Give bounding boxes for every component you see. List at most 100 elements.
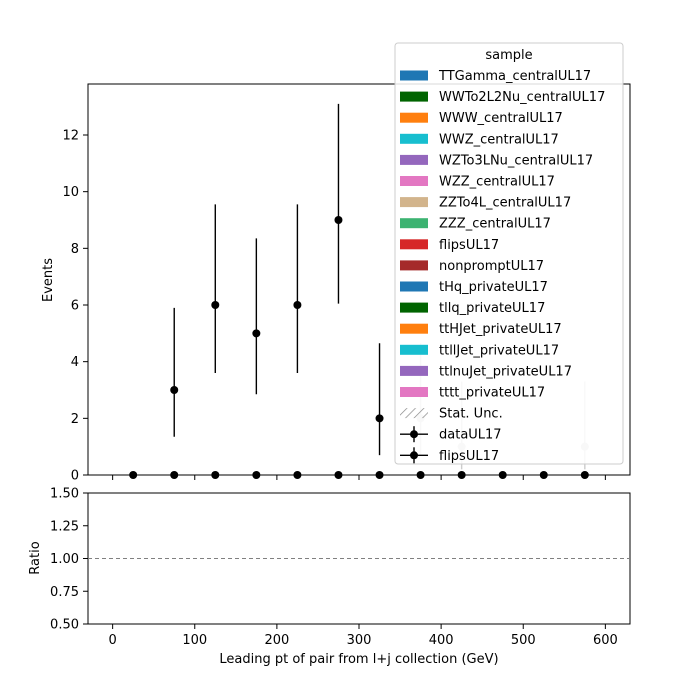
- legend-label: tllq_privateUL17: [439, 301, 545, 316]
- flips-point: [293, 471, 302, 479]
- legend-entry: WWTo2L2Nu_centralUL17: [400, 90, 605, 105]
- flips-point: [252, 471, 261, 479]
- main-y-tick-label: 4: [71, 355, 79, 370]
- legend-entry: ttlnuJet_privateUL17: [400, 364, 572, 379]
- flips-point: [129, 471, 138, 479]
- flips-point: [416, 471, 425, 479]
- main-y-tick-label: 12: [62, 129, 79, 144]
- legend-label: nonpromptUL17: [439, 259, 544, 274]
- legend-swatch: [400, 176, 428, 186]
- ratio-x-ticks: 0 100 200 300 400 500 600: [108, 624, 618, 648]
- legend-swatch: [400, 281, 428, 292]
- ratio-x-tick-label: 400: [429, 633, 454, 648]
- ratio-x-tick-label: 500: [511, 633, 536, 648]
- data-point: [375, 414, 384, 423]
- ratio-y-ticks: 0.50 0.75 1.00 1.25 1.50: [50, 487, 88, 633]
- ratio-y-tick-label: 1.00: [50, 552, 79, 567]
- legend-label: ZZTo4L_centralUL17: [439, 196, 571, 211]
- legend-entry: ttllJet_privateUL17: [400, 343, 559, 358]
- flips-point: [375, 471, 384, 479]
- ratio-y-tick-label: 1.25: [50, 519, 79, 534]
- legend-swatch: [400, 218, 428, 229]
- ratio-panel: 0 100 200 300 400 500 600 0.50 0.75 1.00 1.25 1.50…: [28, 487, 631, 667]
- legend-entry: WWW_centralUL17: [400, 111, 563, 126]
- x-axis-label: Leading pt of pair from l+j collection (…: [219, 652, 498, 667]
- flips-point: [170, 471, 179, 479]
- flips-point: [211, 471, 220, 479]
- ratio-y-tick-label: 0.50: [50, 618, 79, 633]
- legend-marker: [410, 430, 418, 439]
- main-y-tick-label: 10: [62, 185, 79, 200]
- legend-label: tttt_privateUL17: [439, 386, 545, 401]
- flips-point: [334, 471, 343, 479]
- legend-entry: nonpromptUL17: [400, 259, 544, 274]
- legend-label: TTGamma_centralUL17: [438, 69, 591, 84]
- legend-label: dataUL17: [439, 428, 502, 443]
- main-y-tick-label: 6: [71, 299, 79, 314]
- legend-swatch: [400, 323, 428, 334]
- data-point: [293, 301, 302, 309]
- flips-point: [457, 471, 466, 479]
- legend-swatch: [400, 260, 428, 271]
- legend-entry: ZZZ_centralUL17: [400, 217, 551, 232]
- ratio-x-tick-label: 200: [264, 633, 289, 648]
- legend-swatch: [400, 344, 428, 355]
- legend-swatch: [400, 302, 428, 313]
- legend-swatch: [400, 239, 428, 250]
- legend-swatch: [400, 387, 428, 397]
- legend-label: ZZZ_centralUL17: [439, 217, 551, 232]
- legend-label: ttllJet_privateUL17: [439, 343, 559, 358]
- data-point: [170, 386, 179, 394]
- legend-entry: WWZ_centralUL17: [400, 132, 559, 147]
- legend-hatch-swatch: [400, 408, 428, 419]
- legend-swatch: [400, 154, 428, 165]
- legend-swatch: [400, 70, 428, 81]
- legend-entry: tllq_privateUL17: [400, 301, 545, 316]
- legend-label: WWW_centralUL17: [439, 111, 563, 126]
- legend: sample TTGamma_centralUL17 WWTo2L2Nu_cent…: [394, 42, 624, 465]
- main-y-ticks: 0 2 4 6 8 10 12: [62, 129, 88, 484]
- legend-entry: ZZTo4L_centralUL17: [400, 196, 571, 211]
- flips-point: [498, 471, 507, 479]
- legend-label: WWZ_centralUL17: [439, 132, 559, 147]
- legend-entries: TTGamma_centralUL17 WWTo2L2Nu_centralUL17…: [400, 69, 605, 464]
- legend-label: flipsUL17: [439, 449, 499, 464]
- legend-entry: TTGamma_centralUL17: [400, 69, 591, 84]
- legend-label: WZTo3LNu_centralUL17: [439, 153, 593, 168]
- ratio-x-tick-label: 100: [182, 633, 207, 648]
- main-y-axis-label: Events: [41, 258, 56, 302]
- legend-swatch: [400, 365, 428, 376]
- legend-entry: tttt_privateUL17: [400, 386, 545, 401]
- ratio-y-tick-label: 1.50: [50, 487, 79, 502]
- ratio-y-tick-label: 0.75: [50, 585, 79, 600]
- main-x-ticks: [112, 475, 606, 480]
- legend-marker: [410, 451, 418, 460]
- legend-entry: WZTo3LNu_centralUL17: [400, 153, 593, 168]
- legend-entry: tHq_privateUL17: [400, 280, 548, 295]
- legend-frame: [394, 42, 624, 465]
- legend-entry: flipsUL17: [400, 238, 499, 253]
- main-y-tick-label: 2: [71, 412, 79, 427]
- legend-title: sample: [485, 48, 532, 63]
- ratio-x-tick-label: 600: [593, 633, 618, 648]
- legend-label: Stat. Unc.: [439, 407, 503, 422]
- ratio-y-axis-label: Ratio: [28, 541, 43, 574]
- legend-entry: flipsUL17: [400, 447, 499, 464]
- legend-entry: WZZ_centralUL17: [400, 175, 555, 190]
- main-y-tick-label: 0: [71, 469, 79, 484]
- legend-swatch: [400, 133, 428, 144]
- flips-point: [539, 471, 548, 479]
- ratio-x-tick-label: 300: [347, 633, 372, 648]
- data-point: [252, 329, 261, 338]
- legend-swatch: [400, 197, 428, 208]
- legend-label: WWTo2L2Nu_centralUL17: [439, 90, 605, 105]
- legend-label: ttHJet_privateUL17: [439, 322, 562, 337]
- legend-swatch: [400, 91, 428, 102]
- main-y-tick-label: 8: [71, 242, 79, 257]
- legend-label: flipsUL17: [439, 238, 499, 253]
- legend-swatch: [400, 112, 428, 123]
- data-point: [211, 301, 220, 309]
- legend-label: WZZ_centralUL17: [439, 175, 555, 190]
- ratio-plot-frame: [87, 492, 631, 625]
